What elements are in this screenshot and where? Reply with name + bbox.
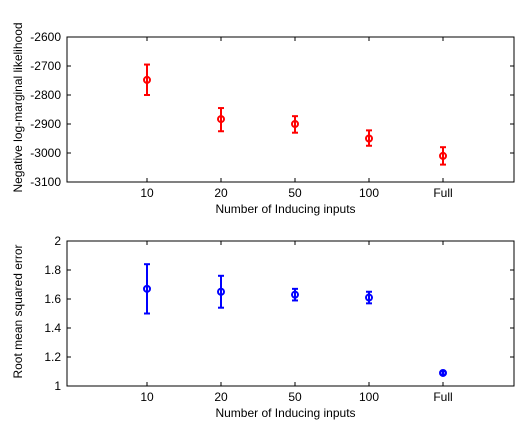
rmse-panel: 1 1.2 1.4 1.6 1.8 2 10 20 50 100 Full Number of Ind…	[11, 234, 515, 420]
y-axis-label: Negative log-marginal likelihood	[11, 22, 25, 192]
y-tick-label: 1.8	[44, 263, 61, 277]
y-tick-label: -2800	[30, 88, 61, 102]
y-tick-label: -2900	[30, 117, 61, 131]
data-point	[291, 120, 299, 128]
data-point	[365, 293, 373, 302]
y-tick-label: 1.2	[44, 350, 61, 364]
y-tick-label: -2600	[30, 30, 61, 44]
x-tick-label: 10	[140, 390, 154, 404]
y-tick-label: 2	[54, 234, 61, 248]
y-axis-label: Root mean squared error	[11, 244, 25, 378]
x-tick-label: 100	[359, 186, 379, 200]
plot-area-frame	[66, 240, 515, 387]
x-tick-label: Full	[433, 390, 452, 404]
data-point	[143, 284, 151, 293]
y-tick-label: -3100	[30, 175, 61, 189]
data-point	[217, 287, 225, 296]
x-axis-label: Number of Inducing inputs	[215, 406, 355, 420]
y-tick-label: 1.4	[44, 321, 61, 335]
y-tick-label: 1	[54, 379, 61, 393]
x-tick-label: Full	[433, 186, 452, 200]
x-tick-label: 100	[359, 390, 379, 404]
data-point	[439, 368, 447, 377]
y-tick-label: -2700	[30, 59, 61, 73]
x-axis-label: Number of Inducing inputs	[215, 202, 355, 216]
y-tick-label: -3000	[30, 146, 61, 160]
data-point	[291, 290, 299, 299]
x-tick-label: 20	[214, 186, 228, 200]
data-point	[217, 115, 225, 124]
likelihood-panel: -3100 -3000 -2900 -2800 -2700 -2600 10 20 50 100 F…	[11, 22, 515, 216]
x-tick-label: 50	[288, 390, 302, 404]
data-point	[365, 134, 373, 143]
y-tick-label: 1.6	[44, 292, 61, 306]
data-point	[143, 75, 151, 84]
x-tick-label: 10	[140, 186, 154, 200]
plot-area-frame	[66, 36, 515, 183]
x-tick-label: 50	[288, 186, 302, 200]
data-point	[439, 151, 447, 160]
x-tick-label: 20	[214, 390, 228, 404]
